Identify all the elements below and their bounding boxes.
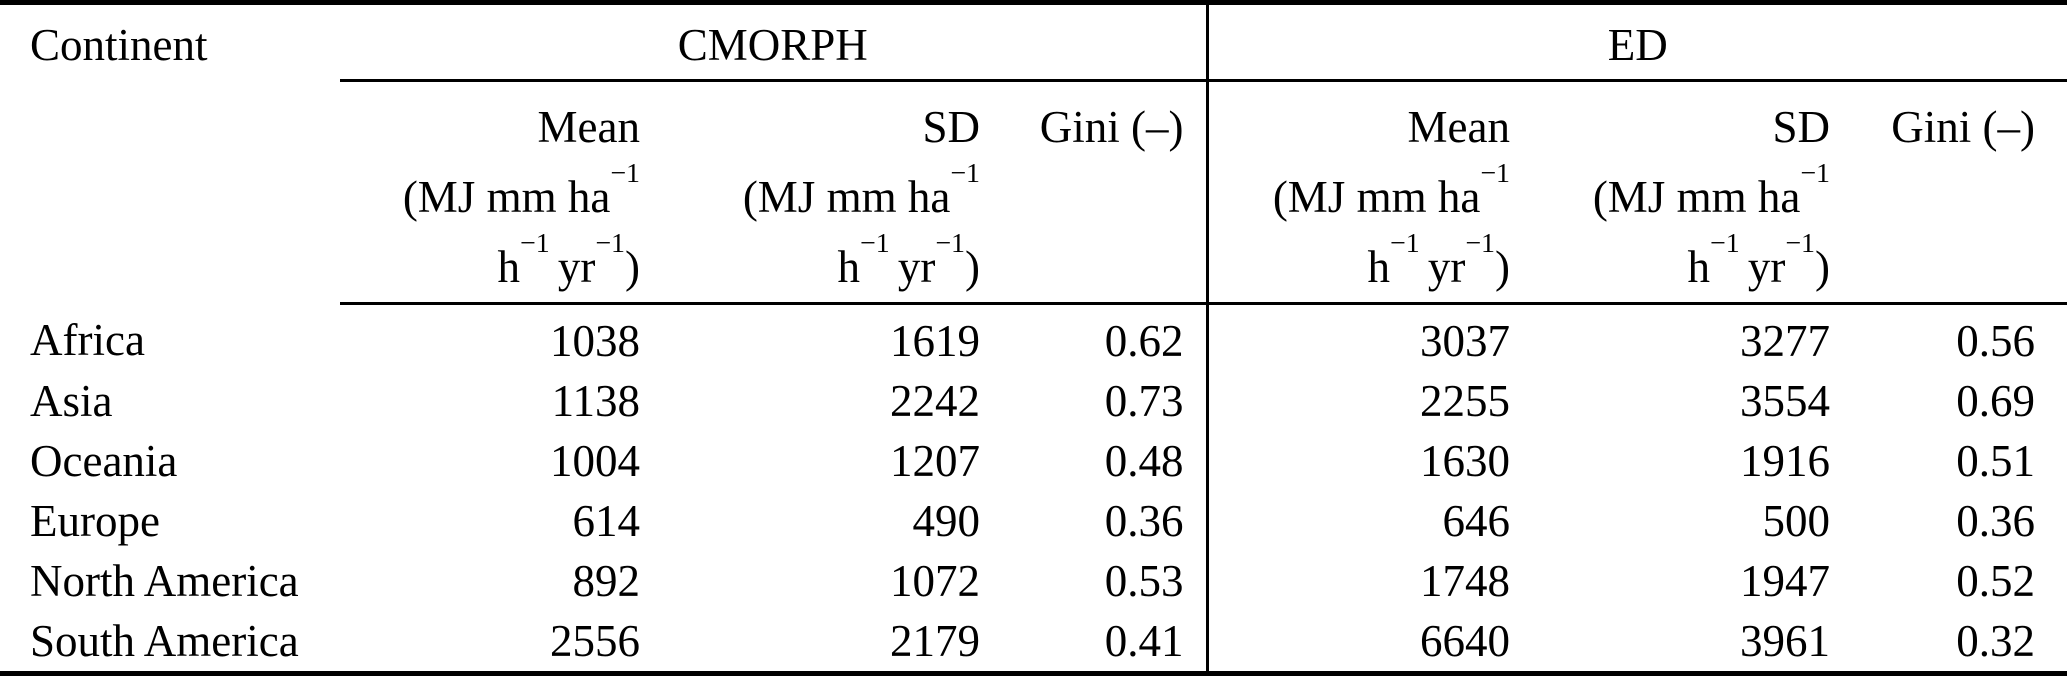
cmorph-sd-value: 2179 bbox=[890, 616, 980, 666]
continent-cell: South America bbox=[30, 616, 299, 666]
cmorph-mean-value: 892 bbox=[572, 556, 641, 606]
unit-line-1: (MJ mm ha−1 bbox=[1592, 158, 1830, 222]
continent-cell: Oceania bbox=[30, 436, 178, 486]
unit-line-1: (MJ mm ha−1 bbox=[402, 158, 640, 222]
cmorph-mean-value: 1138 bbox=[551, 376, 640, 426]
continent-cell: North America bbox=[30, 556, 299, 606]
ed-mean-header: Mean (MJ mm ha−1 h−1 yr−1) bbox=[1205, 80, 1510, 305]
ed-mean-value: 646 bbox=[1205, 491, 1510, 551]
ed-sd-value: 500 bbox=[1762, 496, 1831, 546]
ed-gini-value: 0.52 bbox=[1956, 556, 2035, 606]
cmorph-sd-header: SD (MJ mm ha−1 h−1 yr−1) bbox=[640, 80, 980, 305]
cmorph-gini-value: 0.36 bbox=[1104, 496, 1184, 546]
cmorph-gini-value: 0.48 bbox=[1104, 436, 1184, 486]
ed-mean-value: 1630 bbox=[1205, 431, 1510, 491]
ed-sd-value: 1916 bbox=[1740, 436, 1830, 486]
ed-sd-value: 3277 bbox=[1740, 316, 1830, 366]
unit-line-2: h−1 yr−1) bbox=[497, 228, 640, 292]
ed-sd-value: 3961 bbox=[1740, 616, 1830, 666]
unit-line-1: (MJ mm ha−1 bbox=[742, 158, 980, 222]
unit-line-2: h−1 yr−1) bbox=[837, 228, 980, 292]
group-header-cmorph: CMORPH bbox=[340, 2, 1207, 82]
table-row-africa: Africa 1038 1619 0.62 3037 3277 0.56 bbox=[0, 303, 2067, 371]
cmorph-sd-value: 1207 bbox=[890, 436, 980, 486]
unit-line-1: (MJ mm ha−1 bbox=[1272, 158, 1510, 222]
table-row-asia: Asia 1138 2242 0.73 2255 3554 0.69 bbox=[0, 371, 2067, 431]
cmorph-mean-value: 614 bbox=[572, 496, 641, 546]
cmorph-sd-value: 1072 bbox=[890, 556, 980, 606]
ed-sd-header: SD (MJ mm ha−1 h−1 yr−1) bbox=[1510, 80, 1830, 305]
ed-gini-value: 0.51 bbox=[1956, 436, 2035, 486]
unit-line-2: h−1 yr−1) bbox=[1367, 228, 1510, 292]
ed-gini-value: 0.69 bbox=[1956, 376, 2035, 426]
ed-gini-value: 0.56 bbox=[1956, 316, 2035, 366]
cmorph-mean-value: 2556 bbox=[550, 616, 640, 666]
ed-sd-value: 3554 bbox=[1740, 376, 1830, 426]
sd-label: SD bbox=[1772, 102, 1830, 152]
sd-label: SD bbox=[922, 102, 980, 152]
cmorph-mean-value: 1004 bbox=[550, 436, 640, 486]
continent-column-header: Continent bbox=[30, 20, 208, 70]
cmorph-gini-value: 0.62 bbox=[1104, 316, 1184, 366]
table-row-south-america: South America 2556 2179 0.41 6640 3961 0… bbox=[0, 611, 2067, 674]
ed-gini-value: 0.36 bbox=[1956, 496, 2035, 546]
gini-label: Gini (–) bbox=[1891, 102, 2035, 152]
table-row-europe: Europe 614 490 0.36 646 500 0.36 bbox=[0, 491, 2067, 551]
sub-header-row: Mean (MJ mm ha−1 h−1 yr−1) SD (MJ mm ha−1… bbox=[0, 80, 2067, 305]
ed-gini-value: 0.32 bbox=[1956, 616, 2035, 666]
continent-cell: Europe bbox=[30, 496, 160, 546]
table-row-oceania: Oceania 1004 1207 0.48 1630 1916 0.51 bbox=[0, 431, 2067, 491]
ed-sd-value: 1947 bbox=[1740, 556, 1830, 606]
ed-mean-value: 3037 bbox=[1205, 303, 1510, 371]
ed-gini-header: Gini (–) bbox=[1830, 80, 2067, 305]
table-row-north-america: North America 892 1072 0.53 1748 1947 0.… bbox=[0, 551, 2067, 611]
cmorph-gini-value: 0.53 bbox=[1104, 556, 1184, 606]
cmorph-gini-value: 0.41 bbox=[1104, 616, 1184, 666]
continent-cell: Asia bbox=[30, 376, 113, 426]
continent-cell: Africa bbox=[30, 315, 145, 366]
cmorph-sd-value: 490 bbox=[912, 496, 981, 546]
group-header-ed: ED bbox=[1205, 2, 2067, 82]
cmorph-mean-value: 1038 bbox=[550, 316, 640, 366]
cmorph-mean-header: Mean (MJ mm ha−1 h−1 yr−1) bbox=[340, 80, 640, 305]
mean-label: Mean bbox=[537, 102, 640, 152]
ed-mean-value: 6640 bbox=[1205, 611, 1510, 674]
ed-mean-value: 1748 bbox=[1205, 551, 1510, 611]
group-header-row: Continent CMORPH ED bbox=[0, 2, 2067, 82]
gini-label: Gini (–) bbox=[1039, 102, 1184, 152]
unit-line-2: h−1 yr−1) bbox=[1687, 228, 1830, 292]
cmorph-gini-value: 0.73 bbox=[1104, 376, 1184, 426]
cmorph-gini-header: Gini (–) bbox=[980, 80, 1207, 305]
mean-label: Mean bbox=[1407, 102, 1510, 152]
cmorph-sd-value: 1619 bbox=[890, 316, 980, 366]
cmorph-sd-value: 2242 bbox=[890, 376, 980, 426]
ed-mean-value: 2255 bbox=[1205, 371, 1510, 431]
